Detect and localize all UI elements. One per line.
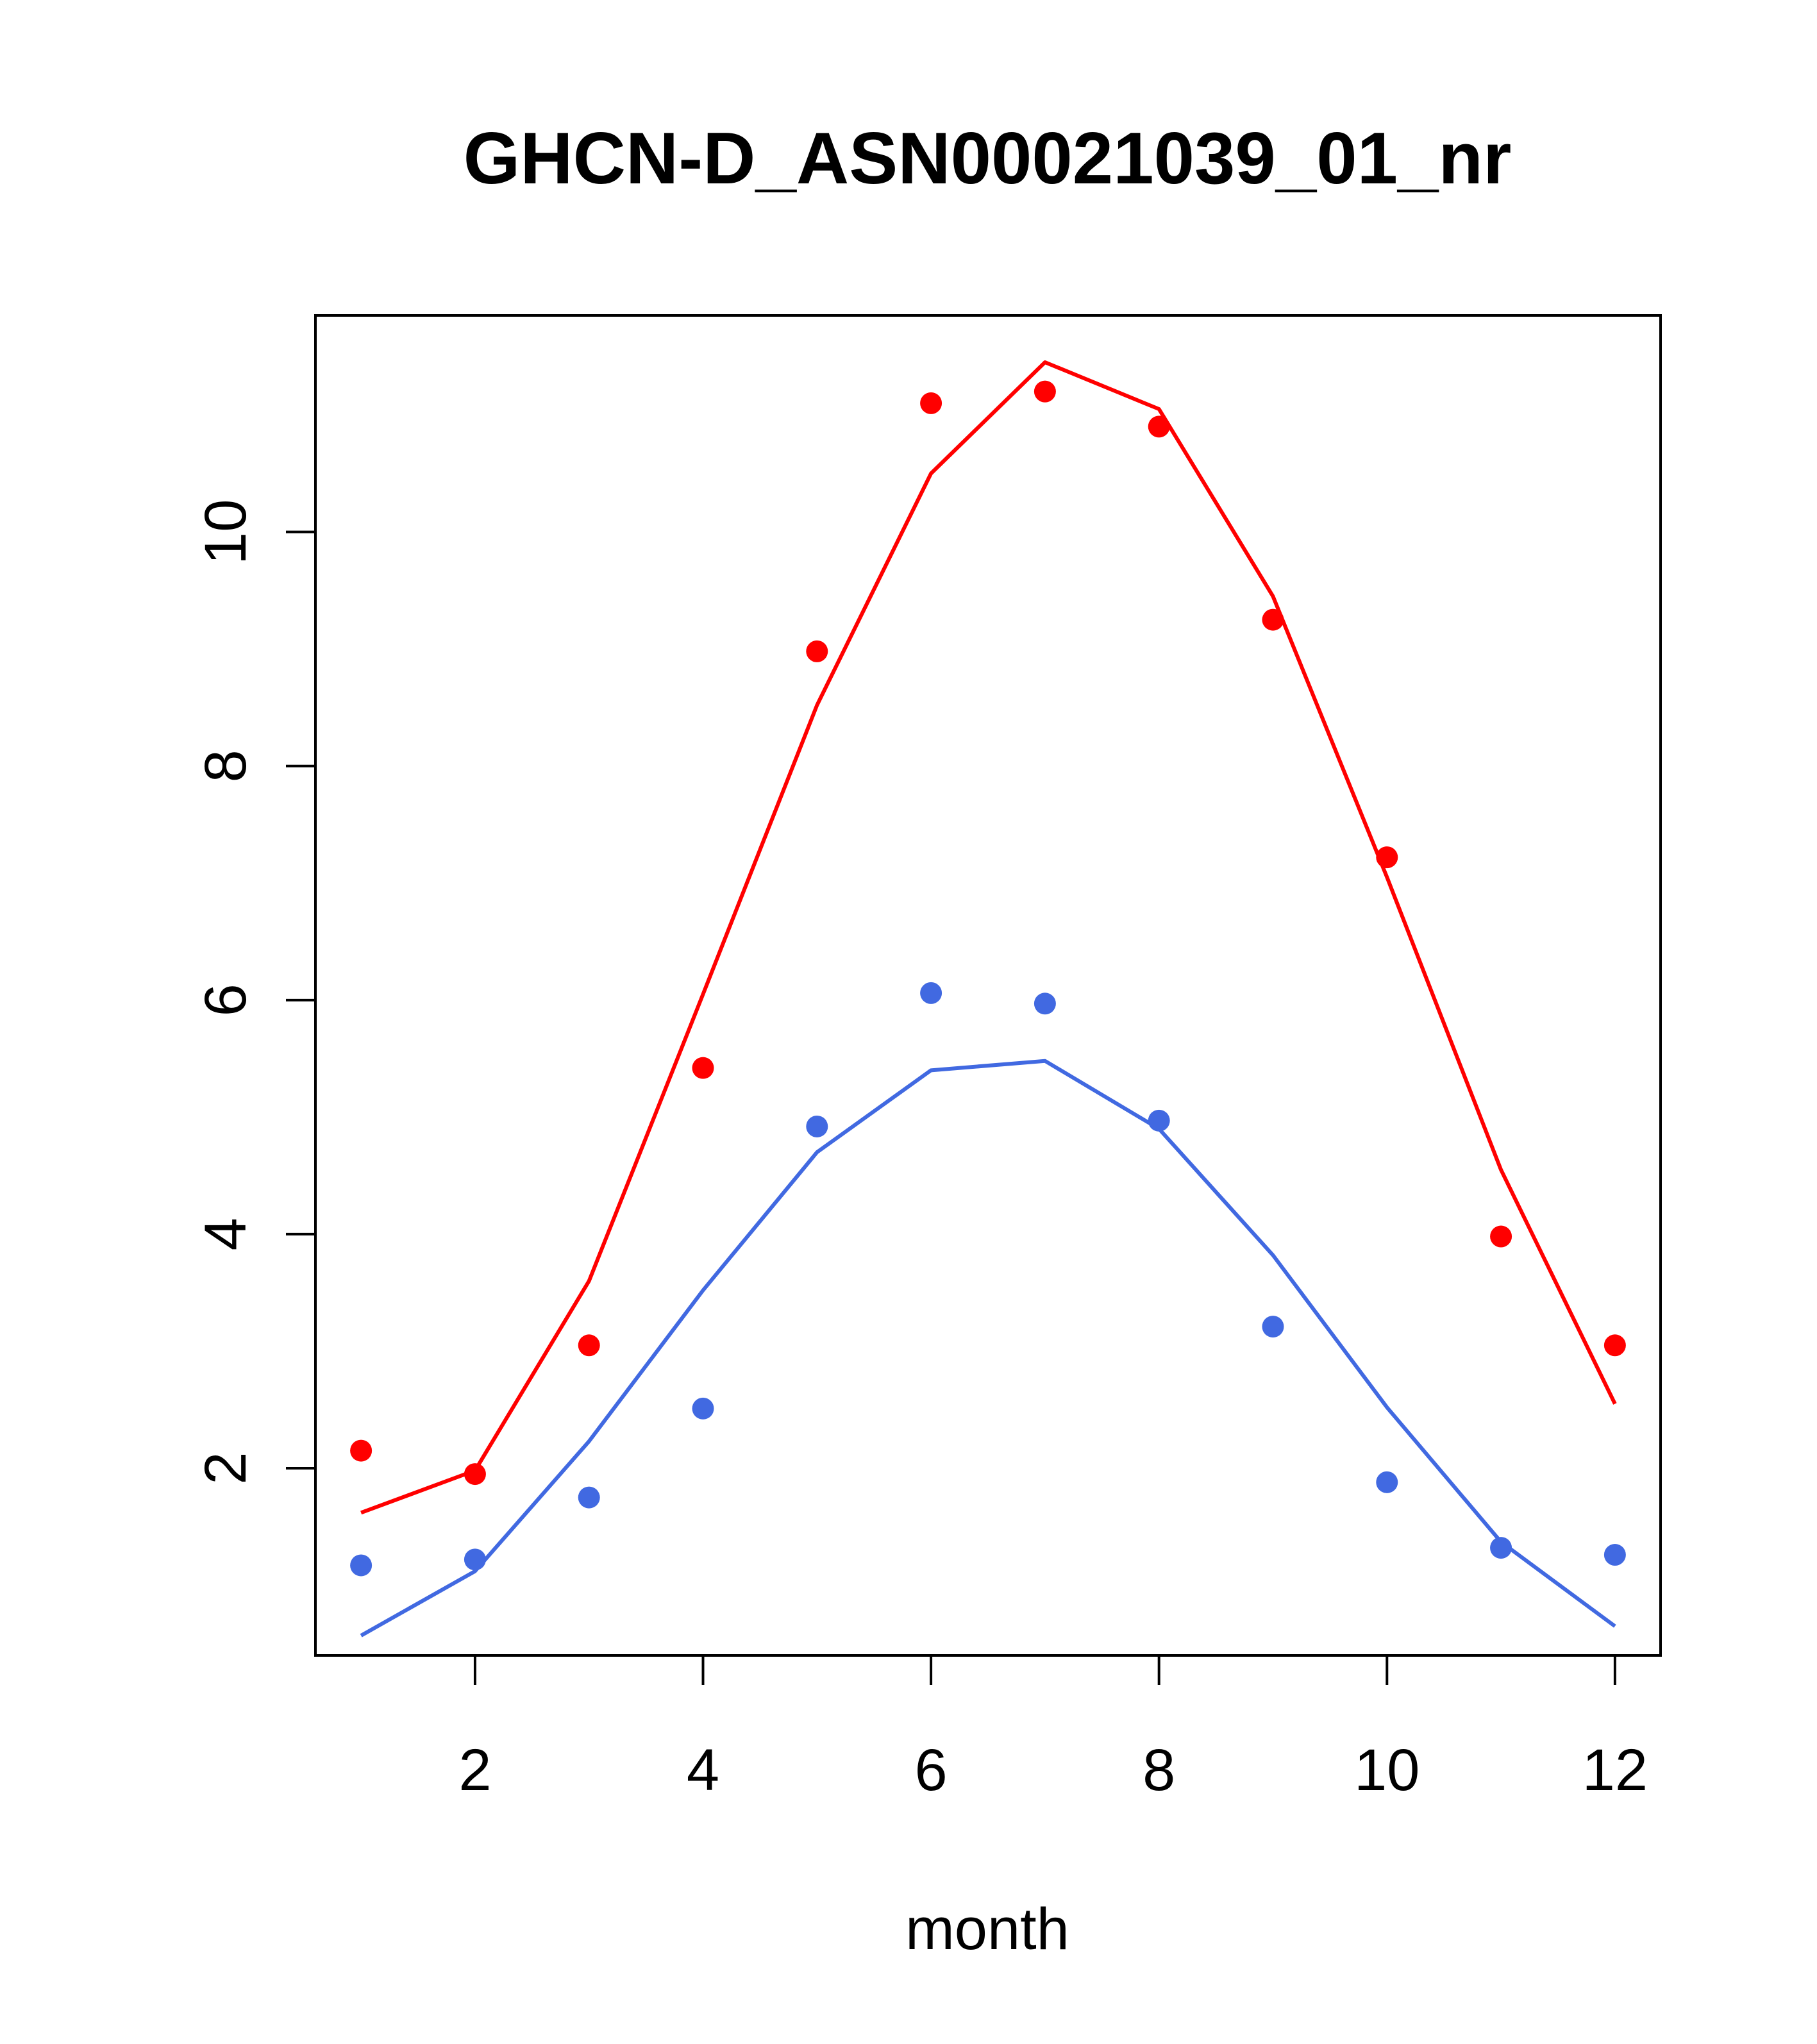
series-1 xyxy=(350,360,1626,1515)
x-tick-label: 4 xyxy=(687,1738,719,1803)
series-1-point xyxy=(806,640,828,662)
x-tick-label: 10 xyxy=(1354,1738,1419,1803)
x-tick-label: 6 xyxy=(915,1738,948,1803)
series-1-point xyxy=(1603,1334,1626,1357)
series-1-point xyxy=(1376,846,1398,869)
chart-title: GHCN-D_ASN00021039_01_nr xyxy=(464,118,1512,199)
series-1-point xyxy=(350,1439,373,1462)
series-2-point xyxy=(1148,1109,1170,1132)
series-1-point xyxy=(1490,1225,1512,1248)
series-2-point xyxy=(1262,1316,1284,1338)
series-2-point xyxy=(1376,1471,1398,1493)
y-tick-label: 2 xyxy=(193,1452,258,1484)
y-tick-label: 6 xyxy=(193,984,258,1016)
series-2-point xyxy=(350,1554,373,1577)
series-1-point xyxy=(464,1463,486,1486)
series-1-point xyxy=(578,1334,600,1357)
series-1-point xyxy=(692,1057,714,1079)
series-1-point xyxy=(1034,380,1056,403)
series-1-point xyxy=(1262,608,1284,631)
series-2-fit-line xyxy=(360,1059,1616,1638)
series-2 xyxy=(350,982,1626,1638)
y-tick-label: 8 xyxy=(193,750,258,782)
y-axis: 2 4 6 8 10 xyxy=(193,499,317,1485)
y-tick-label: 10 xyxy=(193,499,258,565)
series-layer xyxy=(350,360,1626,1638)
series-2-point xyxy=(920,982,942,1004)
x-axis: 2 4 6 8 10 12 xyxy=(458,1654,1648,1803)
y-tick-label: 4 xyxy=(193,1218,258,1250)
plot-frame xyxy=(314,314,1662,1657)
series-2-point xyxy=(692,1397,714,1420)
series-2-point xyxy=(464,1548,486,1571)
series-2-point xyxy=(1603,1544,1626,1566)
series-1-point xyxy=(920,392,942,414)
series-2-point xyxy=(1490,1537,1512,1559)
series-1-fit-line xyxy=(360,360,1617,1515)
series-2-point xyxy=(806,1115,828,1137)
x-tick-label: 8 xyxy=(1143,1738,1175,1803)
series-2-point xyxy=(1034,993,1056,1015)
series-2-point xyxy=(578,1486,600,1509)
series-1-point xyxy=(1148,415,1170,438)
x-tick-label: 2 xyxy=(458,1738,491,1803)
x-tick-label: 12 xyxy=(1582,1738,1648,1803)
x-axis-label: month xyxy=(905,1897,1069,1962)
